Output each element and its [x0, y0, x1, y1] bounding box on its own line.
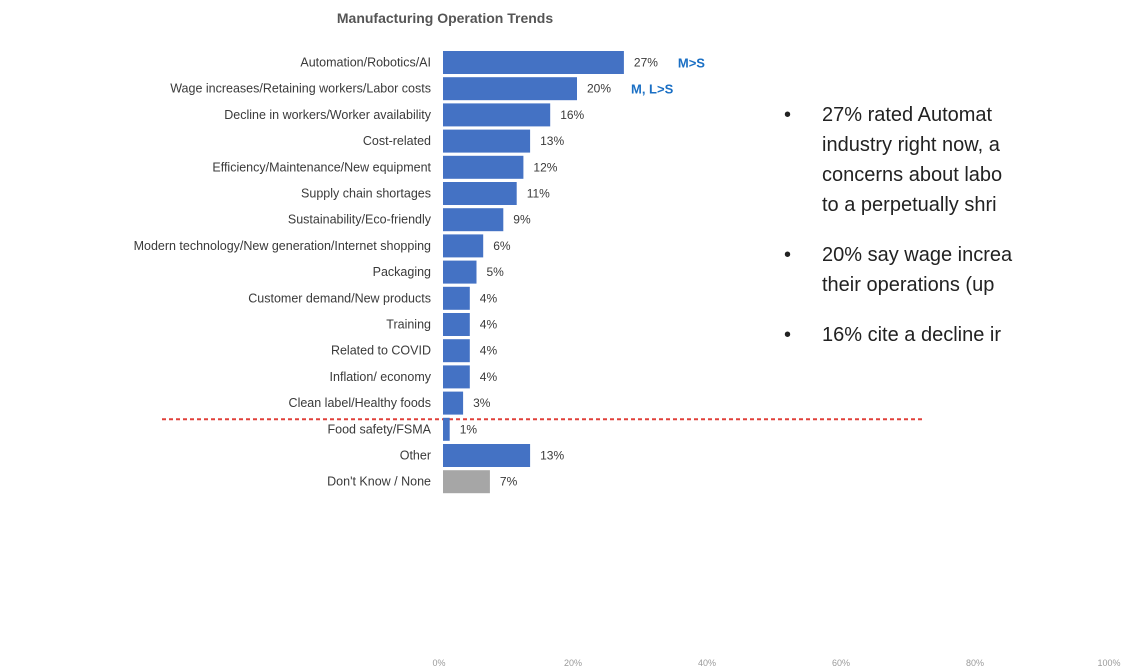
bar — [443, 103, 551, 127]
bar — [443, 313, 470, 336]
value-label: 4% — [480, 318, 498, 332]
category-label: Sustainability/Eco-friendly — [288, 213, 432, 227]
category-label: Clean label/Healthy foods — [289, 396, 431, 410]
bar — [443, 339, 470, 363]
bullet-line: to a perpetually shri — [822, 194, 997, 216]
bullet-item: • 16% cite a decline ir — [780, 320, 1138, 350]
category-label: Related to COVID — [331, 344, 431, 358]
bar — [443, 470, 490, 494]
category-label: Food safety/FSMA — [327, 422, 431, 436]
category-label: Training — [386, 318, 431, 332]
bar — [443, 260, 477, 284]
category-label: Supply chain shortages — [301, 187, 431, 201]
category-label: Customer demand/New products — [248, 291, 431, 305]
value-label: 13% — [540, 134, 564, 148]
value-label: 9% — [513, 213, 531, 227]
category-label: Decline in workers/Worker availability — [224, 108, 432, 122]
bullet-line: 16% cite a decline ir — [822, 324, 1001, 346]
bullet-line: their operations (up — [822, 274, 995, 296]
bullet-glyph: • — [784, 324, 792, 346]
x-tick-label: 60% — [832, 658, 850, 668]
annotation-label: M, L>S — [631, 82, 674, 97]
category-label: Automation/Robotics/AI — [300, 56, 431, 70]
category-label: Packaging — [373, 265, 431, 279]
value-label: 1% — [460, 422, 478, 436]
bullet-item: • 20% say wage increa their operations (up — [780, 240, 1138, 300]
x-tick-label: 80% — [966, 658, 984, 668]
bar — [443, 391, 464, 415]
value-label: 4% — [480, 291, 498, 305]
bullet-list: • 27% rated Automat industry right now, a c… — [780, 100, 1138, 500]
bar — [443, 51, 624, 74]
chart-title: Manufacturing Operation Trends — [337, 10, 553, 26]
x-tick-label: 20% — [564, 658, 582, 668]
category-label: Wage increases/Retaining workers/Labor c… — [170, 82, 431, 96]
category-label: Efficiency/Maintenance/New equipment — [212, 160, 431, 174]
bar — [443, 182, 517, 205]
value-label: 11% — [527, 187, 550, 201]
bullet-line: 20% say wage increa — [822, 244, 1013, 266]
bar — [443, 444, 531, 467]
bullet-glyph: • — [784, 104, 792, 126]
value-label: 4% — [480, 344, 498, 358]
value-label: 20% — [587, 82, 611, 96]
bar — [443, 155, 524, 179]
category-label: Modern technology/New generation/Interne… — [134, 239, 431, 253]
bullet-line: 27% rated Automat — [822, 104, 993, 126]
bullet-line: industry right now, a — [822, 134, 1000, 156]
x-tick-label: 0% — [432, 658, 445, 668]
value-label: 27% — [634, 56, 658, 70]
bar — [443, 286, 470, 310]
value-label: 4% — [480, 370, 498, 384]
bar — [443, 417, 450, 441]
value-label: 12% — [533, 160, 557, 174]
bar — [443, 77, 577, 101]
value-label: 7% — [500, 475, 518, 489]
bar — [443, 129, 531, 153]
bullet-glyph: • — [784, 244, 792, 266]
bullet-item: • 27% rated Automat industry right now, a c… — [780, 100, 1138, 220]
category-label: Cost-related — [363, 134, 431, 148]
bar — [443, 208, 504, 232]
bar — [443, 365, 470, 389]
annotation-label: M>S — [678, 56, 705, 71]
value-label: 6% — [493, 239, 511, 253]
category-label: Other — [400, 449, 431, 463]
bar — [443, 234, 484, 258]
value-label: 5% — [487, 265, 505, 279]
x-tick-label: 100% — [1097, 658, 1120, 668]
value-label: 3% — [473, 396, 491, 410]
category-label: Inflation/ economy — [330, 370, 432, 384]
bullet-line: concerns about labo — [822, 164, 1003, 186]
value-label: 13% — [540, 449, 564, 463]
value-label: 16% — [560, 108, 584, 122]
category-label: Don't Know / None — [327, 475, 431, 489]
x-tick-label: 40% — [698, 658, 716, 668]
